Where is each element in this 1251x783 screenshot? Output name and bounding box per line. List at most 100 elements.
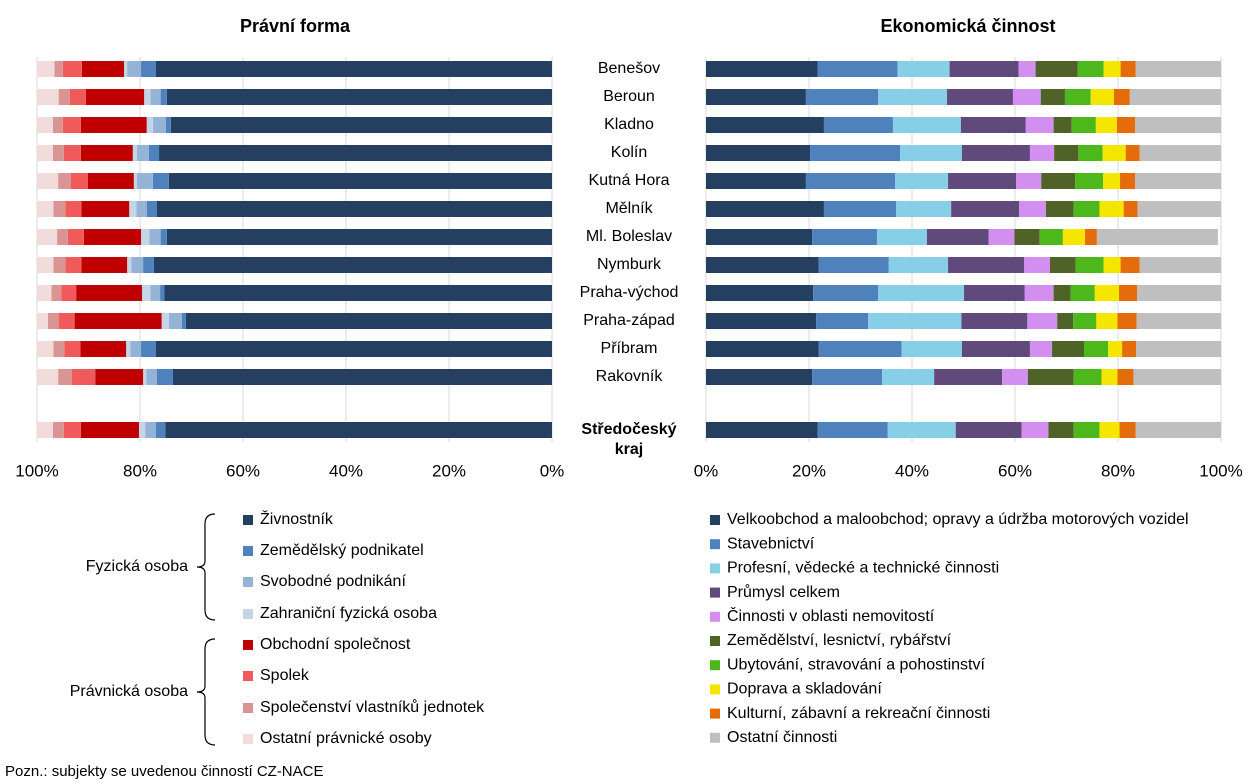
bar-segment	[142, 285, 151, 301]
legend-swatch	[243, 703, 253, 713]
bar-segment	[1103, 257, 1121, 273]
bar-segment	[76, 285, 143, 301]
legend-label: Velkoobchod a maloobchod; opravy a údržb…	[727, 511, 1189, 528]
legend-group-label: Právnická osoba	[70, 683, 188, 700]
bar-segment	[58, 173, 71, 189]
bar-segment	[164, 285, 552, 301]
bar-segment	[159, 145, 552, 161]
legend-label: Kulturní, zábavní a rekreační činnosti	[727, 705, 990, 722]
bar-segment	[1136, 341, 1221, 357]
bar-segment	[1024, 257, 1051, 273]
bar-segment	[74, 313, 162, 329]
category-label: Nymburk	[597, 256, 662, 273]
bar-segment	[1119, 285, 1138, 301]
x-tick-label: 80%	[1101, 461, 1135, 480]
bar-segment	[37, 89, 59, 105]
bar-segment	[960, 117, 1026, 133]
bar-segment	[160, 89, 167, 105]
bar-segment	[1050, 257, 1076, 273]
bar-segment	[706, 89, 806, 105]
bar-segment	[80, 422, 139, 438]
bar-segment	[1002, 369, 1028, 385]
bar-segment	[52, 145, 64, 161]
bar-segment	[1120, 173, 1135, 189]
bar-segment	[138, 422, 146, 438]
bar-segment	[58, 313, 75, 329]
bar-segment	[805, 89, 879, 105]
bar-segment	[136, 173, 153, 189]
category-label: Beroun	[603, 88, 655, 105]
legend-swatch	[710, 611, 720, 622]
bar-segment	[165, 117, 171, 133]
bar-segment	[1041, 173, 1076, 189]
bar-segment	[156, 369, 173, 385]
bar-segment	[1134, 117, 1221, 133]
bar-segment	[961, 313, 1028, 329]
bar-segment	[1052, 341, 1085, 357]
bar-segment	[951, 201, 1020, 217]
bar-segment	[1120, 257, 1140, 273]
bar-segment	[706, 61, 818, 77]
bar-segment	[901, 341, 962, 357]
category-label: Kladno	[604, 116, 654, 133]
bar-segment	[823, 201, 897, 217]
x-tick-label: 60%	[998, 461, 1032, 480]
legend-swatch	[710, 515, 720, 525]
bar-segment	[168, 173, 552, 189]
bar-segment	[53, 341, 65, 357]
bar-segment	[1075, 173, 1104, 189]
legend-swatch	[243, 640, 253, 650]
x-tick-label: 40%	[329, 461, 363, 480]
legend-brace	[196, 513, 216, 621]
bar-segment	[823, 117, 893, 133]
bar-segment	[816, 313, 869, 329]
bar-segment	[67, 229, 84, 245]
category-label: Praha-západ	[583, 312, 675, 329]
bar-segment	[1113, 89, 1130, 105]
bar-segment	[961, 145, 1030, 161]
bar-segment	[127, 61, 142, 77]
bar-segment	[146, 117, 153, 133]
bar-segment	[1073, 313, 1097, 329]
bar-segment	[131, 257, 144, 273]
bar-segment	[1119, 422, 1136, 438]
bar-segment	[926, 229, 989, 245]
bar-segment	[1073, 422, 1100, 438]
bar-segment	[934, 369, 1003, 385]
bar-segment	[62, 117, 81, 133]
bar-segment	[170, 117, 552, 133]
bar-segment	[80, 341, 127, 357]
bar-segment	[876, 229, 927, 245]
bar-segment	[124, 61, 128, 77]
legend-group-label: Fyzická osoba	[86, 558, 188, 575]
bar-segment	[63, 145, 81, 161]
bar-segment	[81, 61, 125, 77]
bar-segment	[141, 229, 150, 245]
bar-segment	[141, 61, 156, 77]
bar-segment	[161, 313, 169, 329]
bar-segment	[185, 313, 552, 329]
bar-segment	[813, 285, 879, 301]
bar-segment	[148, 145, 160, 161]
bar-segment	[155, 61, 552, 77]
bar-segment	[1053, 117, 1072, 133]
legend-label: Ubytování, stravování a pohostinství	[727, 656, 985, 673]
bar-segment	[136, 145, 149, 161]
bar-segment	[152, 117, 166, 133]
bar-segment	[150, 89, 161, 105]
x-tick-label: 0%	[540, 461, 565, 480]
bar-segment	[54, 61, 63, 77]
bar-segment	[1136, 313, 1221, 329]
bar-segment	[129, 201, 137, 217]
bar-segment	[58, 369, 73, 385]
bar-segment	[65, 201, 82, 217]
legend-swatch	[243, 546, 253, 556]
bar-segment	[53, 257, 66, 273]
bar-segment	[1116, 117, 1135, 133]
bar-segment	[143, 369, 147, 385]
bar-segment	[1062, 229, 1086, 245]
bar-segment	[955, 422, 1022, 438]
bar-segment	[83, 229, 142, 245]
bar-segment	[1019, 201, 1046, 217]
